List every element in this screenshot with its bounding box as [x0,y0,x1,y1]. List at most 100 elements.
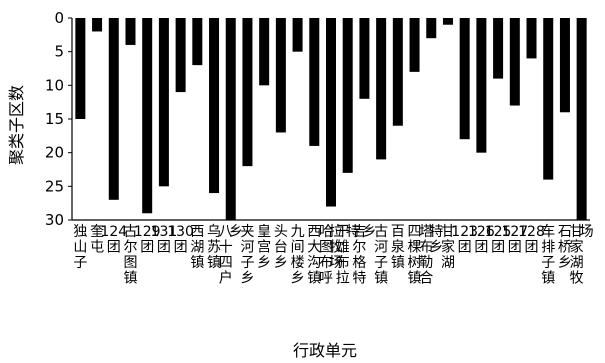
x-tick-char: 屯 [90,240,104,256]
x-tick-char: 乡 [558,255,572,271]
x-tick-char: 子 [240,255,254,271]
x-tick-char: 四 [408,224,422,240]
bar [476,18,487,153]
x-tick-char: 沟 [307,255,321,271]
bar [442,18,453,25]
x-tick-char: 子 [541,255,555,271]
y-tick-label: 5 [54,43,64,61]
bar [392,18,403,126]
bar [342,18,353,173]
bar [175,18,186,93]
x-tick-char: 124 [100,224,127,240]
x-tick-char: 大 [307,240,321,256]
x-tick-char: 间 [291,240,305,256]
bar [108,18,119,200]
x-tick-char: 团 [174,240,188,256]
x-tick-char: 车 [541,223,555,240]
x-tick-char: 古 [123,224,137,240]
x-tick-char: 西 [190,224,204,240]
x-tick-char: 牧 [570,271,584,287]
bar [376,18,387,160]
bar [142,18,153,214]
x-tick-char: 宫 [257,240,271,256]
x-tick-char: 湖 [570,255,584,271]
bar [409,18,420,72]
x-tick-char: 台 [274,240,288,256]
x-tick-char: 130 [167,224,194,240]
x-tick-char: 子 [374,255,388,271]
x-tick-char: 塔 [419,224,433,240]
x-tick-char: 图 [319,240,333,256]
bar [526,18,537,59]
x-tick-char: 127 [501,224,528,240]
x-tick-char: 西 [307,224,321,240]
x-tick-char: 家 [570,239,584,256]
x-tick-char: 勒 [419,255,433,271]
x-tick-char: 131 [151,224,178,240]
x-tick-label: 独山子 [73,224,87,271]
bar [509,18,520,106]
x-tick-char: 布 [419,240,433,256]
bar [192,18,203,66]
x-tick-char: 乡 [229,224,243,240]
x-tick-char: 乡 [429,240,443,256]
x-tick-char: 镇 [307,271,321,287]
x-tick-char: 苏 [207,240,221,256]
x-tick-char: 镇 [374,271,388,287]
x-tick-char: 桥 [558,240,572,256]
x-tick-char: 皇 [257,224,271,240]
x-tick-char: 镇 [190,255,204,271]
x-tick-label: 西湖镇 [190,224,204,271]
x-tick-char: 棵 [408,240,422,256]
bar [259,18,270,86]
x-tick-char: 泉 [391,239,405,256]
x-tick-char: 图 [123,255,137,271]
x-tick-char: 甘 [570,224,584,240]
x-tick-label: 甘家湖 [441,224,455,271]
x-tick-char: 125 [485,224,512,240]
bar [359,18,370,99]
x-tick-char: 123 [451,224,478,240]
x-tick-char: 吉 [352,224,366,240]
x-tick-char: 场 [580,224,594,240]
x-tick-char: 团 [491,240,505,256]
x-tick-char: 甘 [441,224,455,240]
x-tick-char: 镇 [207,255,221,271]
bar [242,18,253,167]
x-tick-label: 石桥乡 [558,224,572,271]
x-tick-char: 乡 [291,271,305,287]
y-axis: 0 5 10 15 20 25 30 [45,9,590,229]
x-tick-char: 拉 [336,271,350,287]
x-tick-char: 特 [346,224,360,240]
x-tick-char: 河 [240,240,254,256]
x-tick-char: 家 [441,239,455,256]
x-tick-char: 镇 [408,271,422,287]
x-tick-char: 129 [134,224,161,240]
y-tick-label: 20 [45,144,64,162]
x-tick-char: 团 [525,240,539,256]
x-tick-label: 奎屯 [90,224,104,256]
x-tick-char: 牧 [329,240,343,256]
x-tick-char: 湖 [190,240,204,256]
x-tick-char: 镇 [391,255,405,271]
bar [309,18,320,146]
x-tick-label: 百泉镇 [391,224,405,271]
x-tick-char: 特 [429,224,443,240]
x-tick-char: 镇 [541,271,555,287]
x-tick-char: 九 [291,224,305,240]
bar [225,18,236,220]
x-tick-char: 格 [352,255,366,271]
